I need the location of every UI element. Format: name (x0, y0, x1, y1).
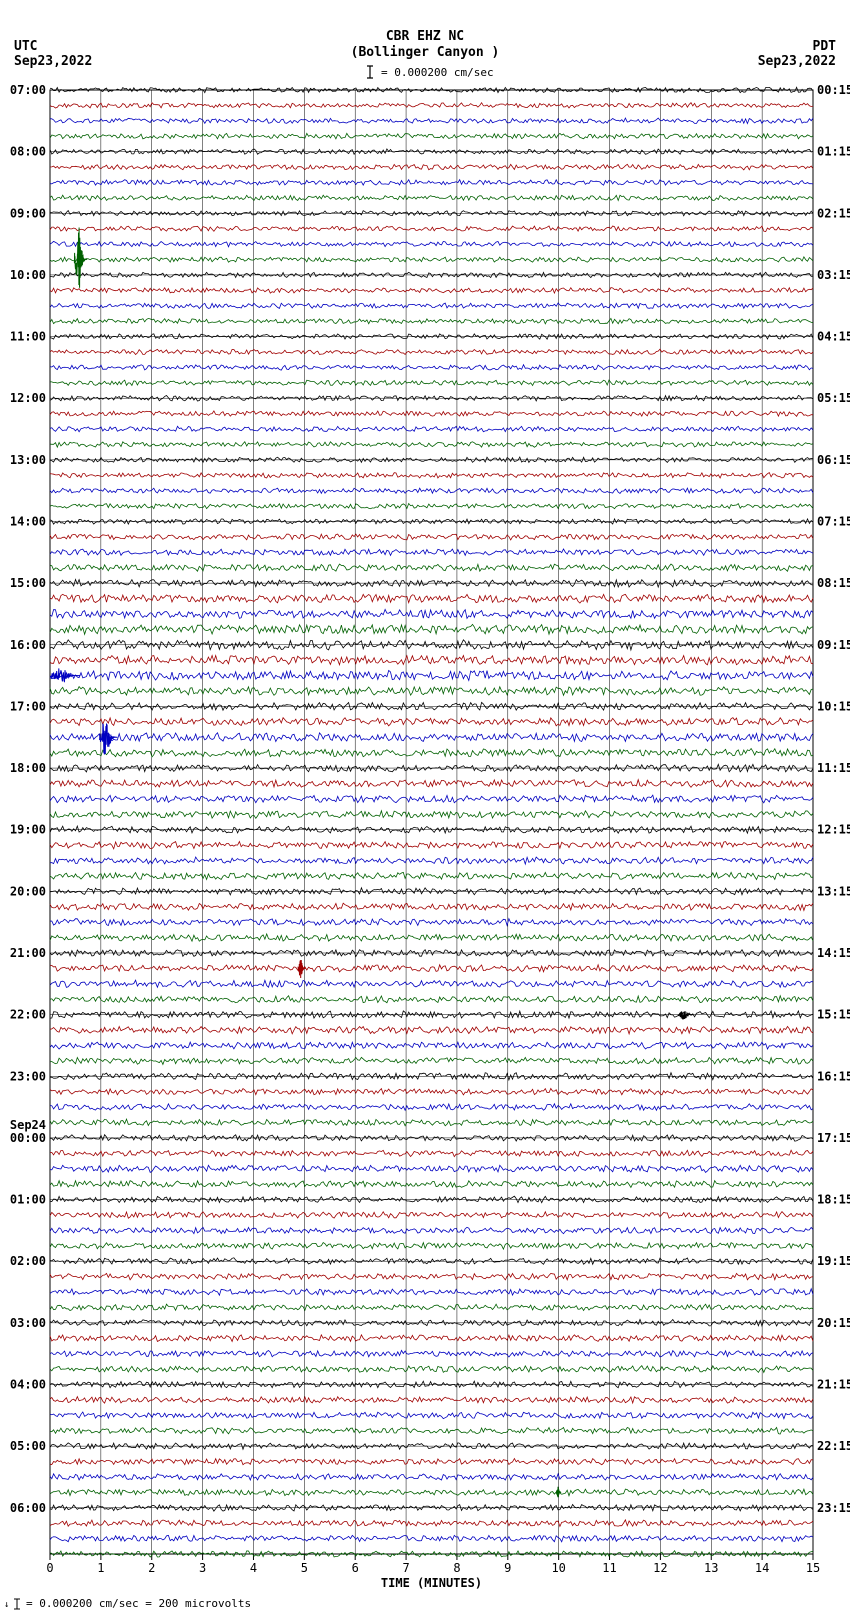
utc-hour-label: 16:00 (10, 638, 46, 652)
utc-hour-label: 08:00 (10, 145, 46, 159)
pdt-hour-label: 21:15 (817, 1377, 850, 1391)
utc-hour-label: 20:00 (10, 884, 46, 898)
utc-hour-label: 01:00 (10, 1193, 46, 1207)
x-tick-label: 1 (97, 1561, 104, 1575)
x-tick-label: 14 (755, 1561, 769, 1575)
pdt-hour-label: 23:15 (817, 1501, 850, 1515)
utc-hour-label: 02:00 (10, 1254, 46, 1268)
utc-hour-label: 07:00 (10, 83, 46, 97)
pdt-hour-label: 14:15 (817, 946, 850, 960)
utc-hour-label: 04:00 (10, 1377, 46, 1391)
scale-label: = 0.000200 cm/sec (381, 66, 494, 79)
pdt-hour-label: 11:15 (817, 761, 850, 775)
pdt-hour-label: 01:15 (817, 145, 850, 159)
x-tick-label: 15 (806, 1561, 820, 1575)
utc-hour-label: 10:00 (10, 268, 46, 282)
left-date: Sep23,2022 (14, 54, 92, 69)
utc-hour-label: 23:00 (10, 1069, 46, 1083)
x-tick-label: 10 (551, 1561, 565, 1575)
pdt-hour-label: 20:15 (817, 1316, 850, 1330)
utc-hour-label: 18:00 (10, 761, 46, 775)
chart-subtitle: (Bollinger Canyon ) (351, 45, 500, 60)
utc-hour-label: 12:00 (10, 391, 46, 405)
pdt-hour-label: 06:15 (817, 453, 850, 467)
x-tick-label: 5 (301, 1561, 308, 1575)
pdt-hour-label: 03:15 (817, 268, 850, 282)
pdt-hour-label: 15:15 (817, 1008, 850, 1022)
seismogram-chart: CBR EHZ NC(Bollinger Canyon ) = 0.000200 … (0, 0, 850, 1613)
utc-hour-label: 06:00 (10, 1501, 46, 1515)
x-tick-label: 4 (250, 1561, 257, 1575)
x-tick-label: 7 (402, 1561, 409, 1575)
pdt-hour-label: 07:15 (817, 514, 850, 528)
right-date: Sep23,2022 (758, 54, 836, 69)
utc-hour-label: 09:00 (10, 206, 46, 220)
x-tick-label: 6 (352, 1561, 359, 1575)
utc-hour-label: 22:00 (10, 1008, 46, 1022)
utc-hour-label: 03:00 (10, 1316, 46, 1330)
pdt-hour-label: 13:15 (817, 884, 850, 898)
pdt-hour-label: 17:15 (817, 1131, 850, 1145)
x-tick-label: 2 (148, 1561, 155, 1575)
pdt-hour-label: 08:15 (817, 576, 850, 590)
x-tick-label: 9 (504, 1561, 511, 1575)
left-tz: UTC (14, 39, 37, 54)
utc-hour-label: 17:00 (10, 699, 46, 713)
utc-hour-label: 11:00 (10, 330, 46, 344)
pdt-hour-label: 09:15 (817, 638, 850, 652)
utc-hour-label: 00:00 (10, 1131, 46, 1145)
utc-hour-label: 14:00 (10, 514, 46, 528)
utc-hour-label: 15:00 (10, 576, 46, 590)
footer-scale: = 0.000200 cm/sec = 200 microvolts (26, 1597, 251, 1610)
pdt-hour-label: 19:15 (817, 1254, 850, 1268)
x-tick-label: 8 (453, 1561, 460, 1575)
pdt-hour-label: 12:15 (817, 823, 850, 837)
x-tick-label: 13 (704, 1561, 718, 1575)
svg-text:↓: ↓ (4, 1600, 9, 1610)
utc-date-prefix: Sep24 (10, 1118, 46, 1132)
pdt-hour-label: 00:15 (817, 83, 850, 97)
pdt-hour-label: 04:15 (817, 330, 850, 344)
x-tick-label: 12 (653, 1561, 667, 1575)
pdt-hour-label: 16:15 (817, 1069, 850, 1083)
x-tick-label: 3 (199, 1561, 206, 1575)
pdt-hour-label: 10:15 (817, 699, 850, 713)
chart-title: CBR EHZ NC (386, 29, 464, 44)
x-tick-label: 0 (46, 1561, 53, 1575)
pdt-hour-label: 22:15 (817, 1439, 850, 1453)
pdt-hour-label: 02:15 (817, 206, 850, 220)
utc-hour-label: 21:00 (10, 946, 46, 960)
utc-hour-label: 13:00 (10, 453, 46, 467)
x-tick-label: 11 (602, 1561, 616, 1575)
utc-hour-label: 05:00 (10, 1439, 46, 1453)
utc-hour-label: 19:00 (10, 823, 46, 837)
pdt-hour-label: 18:15 (817, 1193, 850, 1207)
right-tz: PDT (813, 39, 837, 54)
x-axis-label: TIME (MINUTES) (381, 1576, 482, 1590)
pdt-hour-label: 05:15 (817, 391, 850, 405)
